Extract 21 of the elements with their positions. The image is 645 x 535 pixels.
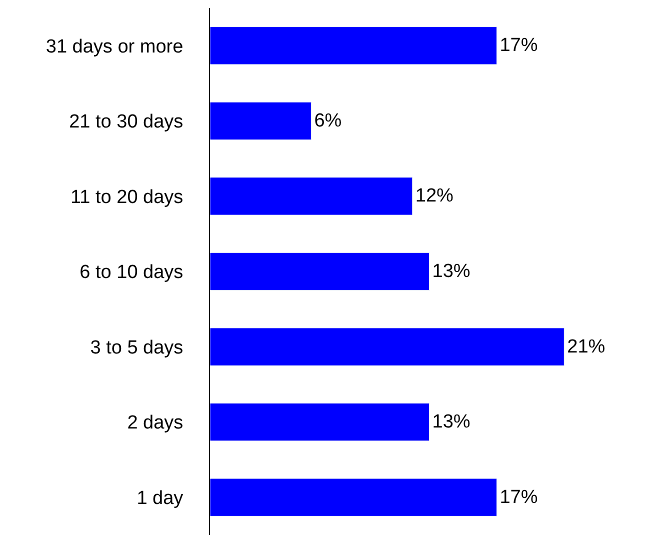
- y-tick-label: 6 to 10 days: [80, 262, 184, 284]
- data-label: 17%: [500, 486, 538, 508]
- bar: [210, 102, 312, 140]
- data-label: 13%: [432, 412, 470, 433]
- y-tick-label: 31 days or more: [46, 36, 184, 58]
- y-tick-label: 21 to 30 days: [69, 112, 184, 133]
- y-tick-label: 3 to 5 days: [90, 337, 184, 358]
- data-label: 17%: [500, 35, 538, 56]
- data-label: 13%: [432, 261, 470, 282]
- y-tick-label: 11 to 20 days: [70, 186, 184, 208]
- bar: [210, 26, 497, 65]
- data-label: 6%: [314, 110, 342, 132]
- y-tick-label: 1 day: [136, 488, 184, 510]
- bar: [210, 478, 497, 516]
- data-label: 12%: [415, 186, 454, 207]
- bar: [210, 252, 430, 291]
- bar: [210, 328, 564, 366]
- data-label: 21%: [567, 336, 606, 358]
- bar: [210, 403, 430, 442]
- bar: [210, 177, 413, 216]
- y-tick-label: 2 days: [127, 412, 184, 434]
